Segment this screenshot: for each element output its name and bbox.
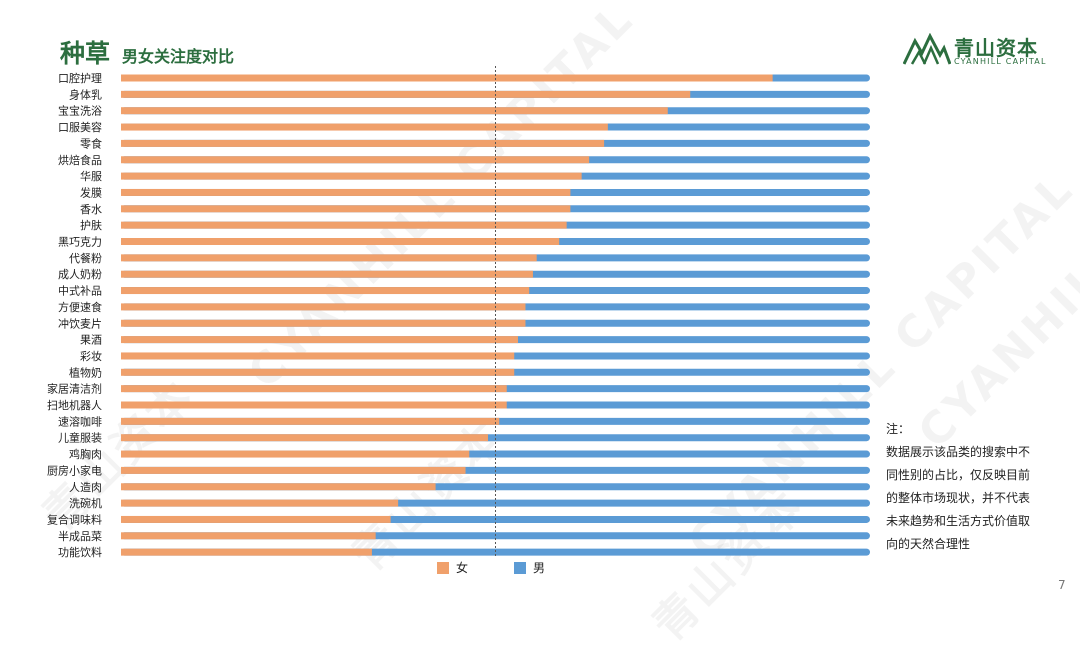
legend-swatch-male [514,561,527,574]
bar-female [121,450,470,458]
bar-female [121,188,571,196]
category-label: 扫地机器人 [47,398,102,412]
category-label: 烘焙食品 [58,153,102,167]
bar-female [121,336,518,344]
note-line: 向的天然合理性 [886,537,971,551]
bar-female [121,74,773,82]
category-label: 中式补品 [58,285,102,298]
chart-legend: 女 男 [437,559,591,576]
category-label: 宝宝洗浴 [58,104,102,118]
bar-female [121,172,582,180]
bar-female [121,319,526,327]
note-line: 未来趋势和生活方式价值取 [886,514,1031,528]
bar-female [121,368,515,376]
logo-text-en: CYANHILL CAPITAL [954,57,1047,66]
category-label: 护肤 [80,218,102,232]
note-line: 的整体市场现状，并不代表 [886,491,1031,505]
title-subtitle: 男女关注度对比 [122,47,235,66]
bar-female [121,156,590,164]
bar-female [121,90,691,98]
category-label: 半成品菜 [58,529,102,543]
legend-item-male: 男 [514,559,545,576]
note-heading: 注： [886,422,911,436]
category-label: 香水 [80,203,102,216]
category-label: 洗碗机 [69,496,102,510]
category-label: 厨房小家电 [47,463,102,477]
bar-female [121,254,537,262]
category-label: 速溶咖啡 [58,414,102,428]
bar-female [121,270,533,278]
category-label: 代餐粉 [69,251,102,265]
bar-female [121,287,530,295]
bar-female [121,548,372,556]
category-label: 彩妆 [80,350,102,363]
category-label: 功能饮料 [58,545,102,559]
category-label: 鸡胸肉 [69,447,102,461]
logo-text-cn: 青山资本 [954,36,1038,60]
gender-attention-chart: 口腔护理身体乳宝宝洗浴口服美容零食烘焙食品华服发膜香水护肤黑巧克力代餐粉成人奶粉… [47,66,870,559]
category-label: 口腔护理 [58,71,102,85]
category-label: 口服美容 [58,120,102,134]
category-label: 家居清洁剂 [47,382,102,396]
category-label: 植物奶 [69,365,102,379]
category-label: 方便速食 [58,300,102,314]
category-label: 华服 [80,169,102,183]
brand-logo: 青山资本 CYANHILL CAPITAL [903,30,1063,70]
bar-female [121,515,391,523]
bar-female [121,499,399,507]
bar-female [121,221,567,229]
bar-female [121,532,376,540]
bar-female [121,352,515,360]
category-label: 黑巧克力 [58,236,102,249]
legend-item-female: 女 [437,559,468,576]
category-label: 成人奶粉 [58,267,102,281]
category-label: 身体乳 [69,87,102,101]
category-label: 果酒 [80,334,102,347]
bar-female [121,303,526,311]
bar-female [121,385,507,393]
note-line: 数据展示该品类的搜索中不 [886,445,1031,459]
category-label: 人造肉 [69,480,102,494]
legend-swatch-female [437,561,449,574]
bar-female [121,466,466,474]
chart-note: 注： 数据展示该品类的搜索中不 同性别的占比，仅反映目前 的整体市场现状，并不代… [886,418,1076,556]
page-title: 种草 男女关注度对比 [60,34,234,70]
bar-female [121,483,436,491]
bar-female [121,107,668,115]
bar-female [121,205,571,213]
bar-female [121,238,560,245]
title-main: 种草 [60,39,111,68]
bar-female [121,123,608,131]
legend-label-female: 女 [456,561,469,575]
bar-female [121,139,605,147]
category-label: 冲饮麦片 [58,316,102,330]
bar-female [121,401,507,409]
bar-female [121,417,500,425]
legend-label-male: 男 [533,561,546,575]
category-label: 发膜 [80,185,102,199]
mountain-logo-icon [903,33,951,65]
category-label: 零食 [80,136,102,150]
category-label: 复合调味料 [47,512,102,526]
page-number: 7 [1058,578,1066,592]
category-label: 儿童服装 [58,431,102,445]
note-line: 同性别的占比，仅反映目前 [886,468,1031,482]
bar-female [121,434,489,442]
